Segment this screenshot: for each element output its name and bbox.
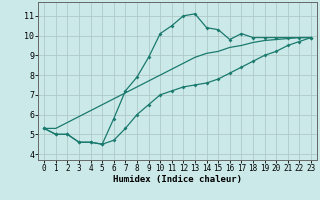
X-axis label: Humidex (Indice chaleur): Humidex (Indice chaleur) xyxy=(113,175,242,184)
